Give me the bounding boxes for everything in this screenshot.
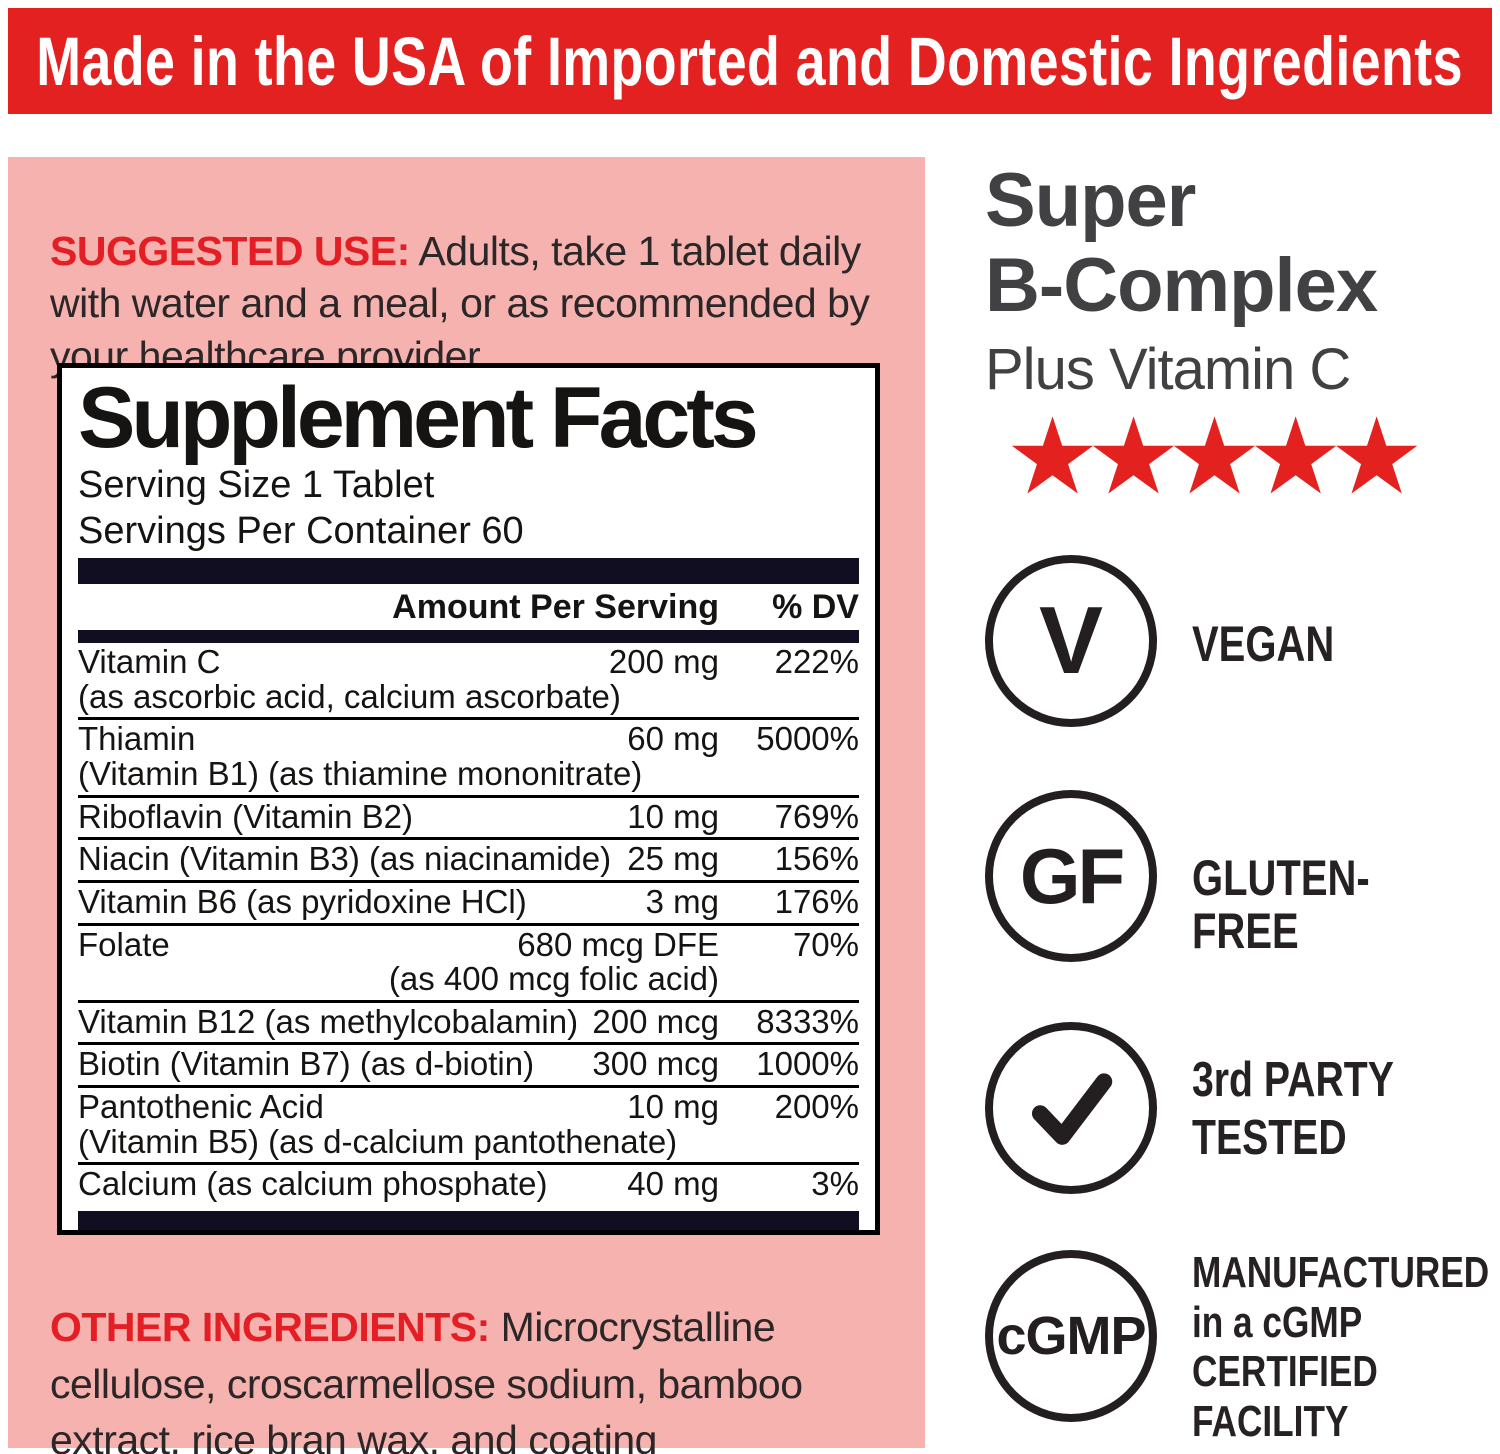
nutrient-name: Thiamin [78,720,196,758]
divider-bar-thick [78,1211,859,1230]
servings-per-container: Servings Per Container 60 [78,510,524,553]
nutrient-subtext: (Vitamin B1) (as thiamine mononitrate) [78,754,643,792]
table-row: Calcium (as calcium phosphate) 40 mg 3% [78,1162,859,1205]
supplement-facts-panel: Supplement Facts Serving Size 1 Tablet S… [57,363,880,1235]
third-party-tested-badge [985,1022,1157,1194]
other-ingredients-text: Microcrystalline cellulose, croscarmello… [50,1304,803,1454]
product-title-line1: Super [985,158,1196,243]
amount-per-serving-header: Amount Per Serving [392,588,719,627]
nutrient-amount: 25 mg [627,840,719,878]
table-row: Vitamin C 200 mg 222% (as ascorbic acid,… [78,643,859,717]
nutrient-dv: 156% [774,840,859,878]
product-subtitle: Plus Vitamin C [985,337,1351,403]
nutrient-name: Calcium (as calcium phosphate) [78,1165,548,1203]
nutrient-dv: 3% [811,1165,859,1203]
nutrient-name: Vitamin B12 (as methylcobalamin) [78,1002,579,1040]
made-in-usa-banner: Made in the USA of Imported and Domestic… [8,8,1492,114]
third-party-tested-label: 3rd PARTY TESTED [1192,1053,1394,1165]
nutrient-amount: 200 mg [608,643,719,681]
table-row: Riboflavin (Vitamin B2) 10 mg 769% [78,794,859,838]
supplement-facts-title: Supplement Facts [78,370,759,466]
vegan-label: VEGAN [1192,616,1335,672]
nutrient-subtext: (as ascorbic acid, calcium ascorbate) [78,677,621,715]
five-star-rating-icons: ★★★★★ [1005,395,1424,518]
cgmp-badge: cGMP [985,1250,1157,1422]
vegan-badge: V [985,555,1157,727]
product-title-line2: B-Complex [985,243,1378,329]
gluten-free-label: GLUTEN-FREE [1192,850,1370,959]
nutrient-amount: 40 mg [627,1165,719,1203]
nutrient-amount: 680 mcg DFE [517,925,719,963]
nutrient-dv: 1000% [756,1045,859,1083]
nutrient-dv: 200% [774,1088,859,1126]
nutrient-subtext: (as 400 mcg folic acid) [388,960,719,998]
nutrient-subtext: (Vitamin B5) (as d-calcium pantothenate) [78,1122,678,1160]
v-icon: V [1038,587,1104,694]
nutrient-dv: 8333% [756,1002,859,1040]
other-ingredients-label: OTHER INGREDIENTS: [50,1304,490,1350]
nutrient-dv: 176% [774,882,859,920]
table-row: Pantothenic Acid 10 mg 200% (Vitamin B5)… [78,1085,859,1162]
suggested-use-label: SUGGESTED USE: [50,228,410,274]
banner-text: Made in the USA of Imported and Domestic… [36,22,1464,100]
gf-icon: GF [1019,832,1125,920]
nutrient-name: Vitamin B6 (as pyridoxine HCl) [78,882,527,920]
product-title: Super B-Complex Plus Vitamin C [985,158,1378,403]
checkmark-icon [1031,1073,1113,1145]
nutrient-dv: 5000% [756,720,859,758]
nutrient-amount: 10 mg [627,797,719,835]
nutrient-amount: 3 mg [645,882,719,920]
gluten-free-badge: GF [985,790,1157,962]
table-row: Niacin (Vitamin B3) (as niacinamide) 25 … [78,837,859,880]
percent-dv-header: % DV [772,588,859,627]
nutrient-name: Pantothenic Acid [78,1088,324,1126]
nutrient-name: Biotin (Vitamin B7) (as d-biotin) [78,1045,535,1083]
nutrient-amount: 10 mg [627,1088,719,1126]
table-row: Vitamin B6 (as pyridoxine HCl) 3 mg 176% [78,879,859,923]
table-header-row: Amount Per Serving % DV [78,584,859,630]
table-row: Thiamin 60 mg 5000% (Vitamin B1) (as thi… [78,717,859,794]
nutrient-amount: 300 mcg [592,1045,719,1083]
nutrient-name: Folate [78,925,170,963]
suggested-use-paragraph: SUGGESTED USE: Adults, take 1 tablet dai… [50,225,895,382]
cgmp-facility-label: MANUFACTURED in a cGMP CERTIFIED FACILIT… [1192,1248,1490,1447]
nutrient-dv: 70% [792,925,859,963]
table-row: Biotin (Vitamin B7) (as d-biotin) 300 mc… [78,1042,859,1085]
nutrient-name: Niacin (Vitamin B3) (as niacinamide) [78,840,612,878]
divider-bar-thin [78,630,859,644]
nutrient-name: Riboflavin (Vitamin B2) [78,797,414,835]
nutrient-dv: 222% [774,643,859,681]
table-row: Folate 680 mcg DFE 70% (as 400 mcg folic… [78,922,859,1000]
divider-bar-thick [78,558,859,585]
nutrient-dv: 769% [774,797,859,835]
nutrient-amount: 60 mg [627,720,719,758]
cgmp-icon: cGMP [996,1306,1146,1366]
table-row: Vitamin B12 (as methylcobalamin) 200 mcg… [78,999,859,1043]
serving-size: Serving Size 1 Tablet [78,464,435,507]
nutrient-amount: 200 mcg [592,1002,719,1040]
nutrient-name: Vitamin C [78,643,221,681]
other-ingredients-paragraph: OTHER INGREDIENTS: Microcrystalline cell… [50,1299,910,1454]
